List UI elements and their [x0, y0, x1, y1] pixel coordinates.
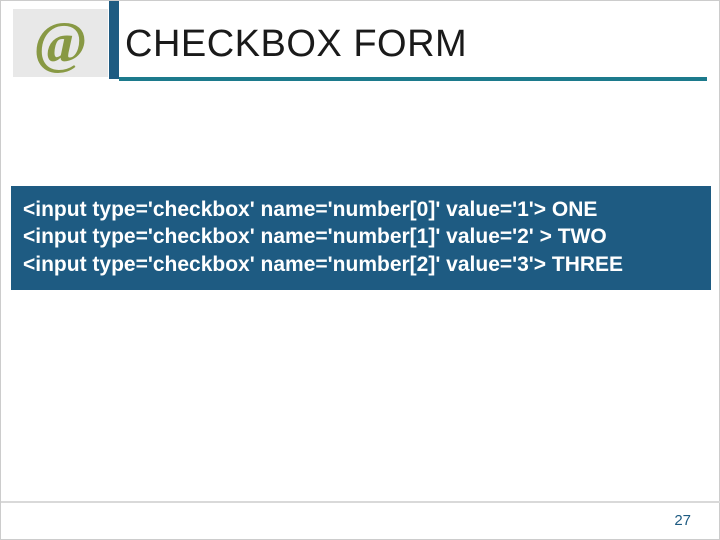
code-block: <input type='checkbox' name='number[0]' …: [11, 186, 711, 290]
header: @ CHECKBOX FORM: [1, 1, 719, 91]
title-underline: [119, 77, 707, 81]
code-line: <input type='checkbox' name='number[0]' …: [23, 196, 699, 223]
code-line: <input type='checkbox' name='number[1]' …: [23, 223, 699, 250]
page-number: 27: [674, 512, 691, 529]
page-title: CHECKBOX FORM: [125, 23, 467, 66]
header-stripe: [109, 1, 119, 79]
logo: @: [13, 9, 108, 77]
code-line: <input type='checkbox' name='number[2]' …: [23, 251, 699, 278]
footer-divider: [1, 501, 720, 503]
at-icon: @: [34, 14, 88, 72]
